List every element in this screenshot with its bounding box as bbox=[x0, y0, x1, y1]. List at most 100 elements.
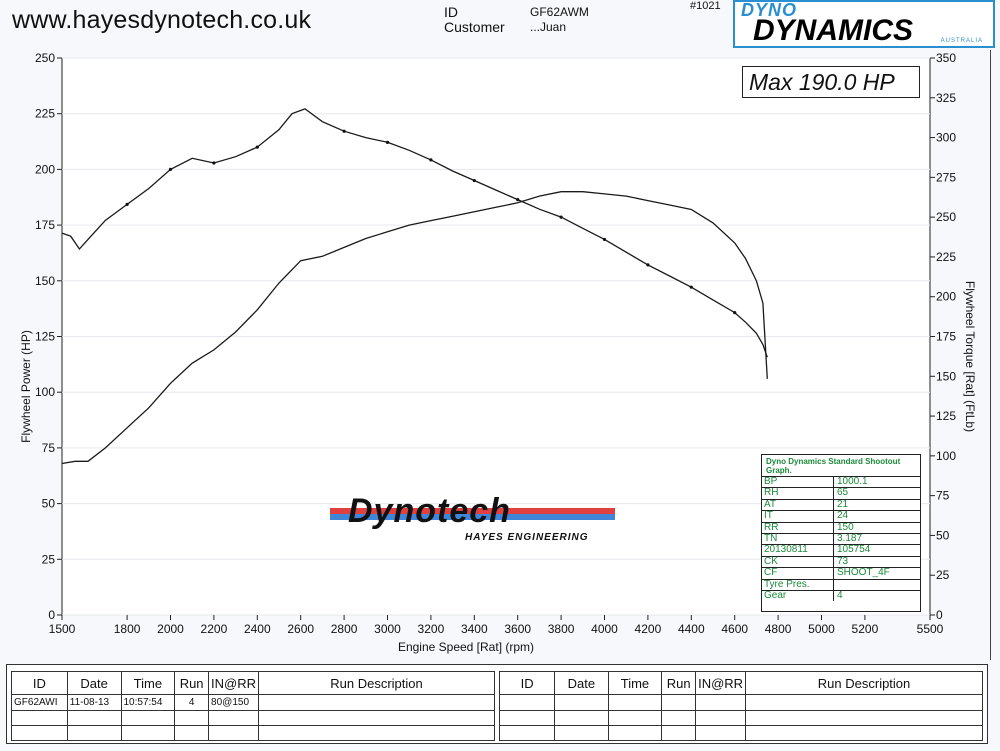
run-table-cell bbox=[695, 724, 747, 742]
spec-row: IT 24 bbox=[762, 510, 920, 522]
x-tick-label: 3000 bbox=[374, 622, 401, 636]
run-info-band: ID Date Time Run IN@RR Run Description GF62AWI… bbox=[6, 664, 988, 744]
run-number: #1021 bbox=[690, 0, 721, 12]
spec-grid: BP 1000.1 RH 65 AT 21 IT 24 RR 150 TN 3.187 20130811… bbox=[762, 476, 920, 602]
run-table-cell bbox=[11, 724, 68, 742]
y2-tick-label: 175 bbox=[936, 330, 956, 344]
y-tick-label: 175 bbox=[35, 218, 55, 232]
y2-tick-label: 350 bbox=[936, 51, 956, 65]
spec-key: 20130811 bbox=[762, 545, 834, 556]
run-table-cell: 4 bbox=[174, 694, 210, 711]
run-table-cell bbox=[695, 694, 747, 711]
run-table-cell bbox=[661, 694, 697, 711]
run-table-cell bbox=[66, 724, 122, 742]
run-table-column-header: Date bbox=[554, 670, 609, 696]
y-tick-label: 0 bbox=[48, 608, 55, 622]
y2-tick-label: 225 bbox=[936, 250, 956, 264]
run-table-cell bbox=[607, 694, 663, 711]
spec-value: 3.187 bbox=[837, 533, 863, 544]
run-table-header: ID Date Time Run IN@RR Run Description bbox=[498, 670, 983, 696]
y2-axis-label: Flywheel Torque [Rat] (FtLb) bbox=[963, 281, 977, 432]
run-table-column-header: Time bbox=[120, 670, 176, 696]
y-tick-label: 150 bbox=[35, 274, 55, 288]
x-tick-label: 5200 bbox=[852, 622, 879, 636]
watermark-stripe-blue bbox=[330, 514, 615, 520]
shootout-spec-table: Dyno Dynamics Standard Shootout Graph. B… bbox=[761, 454, 921, 612]
torque-data-point bbox=[342, 129, 346, 133]
y2-tick-label: 300 bbox=[936, 131, 956, 145]
y2-tick-label: 275 bbox=[936, 170, 956, 184]
spec-value: 150 bbox=[837, 522, 854, 533]
spec-row: TN 3.187 bbox=[762, 532, 920, 545]
torque-data-point bbox=[472, 178, 476, 183]
x-tick-label: 5000 bbox=[808, 622, 835, 636]
y-tick-label: 75 bbox=[42, 441, 56, 455]
y-tick-label: 225 bbox=[35, 107, 55, 121]
dynotech-watermark: Dynotech HAYES ENGINEERING bbox=[330, 492, 615, 554]
watermark-stripe-red bbox=[330, 508, 615, 514]
spec-key: Tyre Pres. bbox=[762, 579, 834, 590]
run-table-cell bbox=[554, 724, 609, 742]
brand-main: DYNAMICS bbox=[753, 14, 914, 47]
run-table-cell bbox=[66, 709, 122, 726]
run-table-cell: 80@150 bbox=[208, 694, 260, 711]
x-axis-label: Engine Speed [Rat] (rpm) bbox=[398, 640, 534, 654]
run-table-row bbox=[498, 709, 983, 726]
y-axis-label: Flywheel Power (HP) bbox=[19, 330, 33, 443]
run-table-cell: GF62AWI bbox=[11, 694, 68, 711]
x-tick-label: 3600 bbox=[504, 622, 531, 636]
run-table-cell bbox=[554, 694, 609, 711]
x-tick-label: 4800 bbox=[765, 622, 792, 636]
spec-key: RR bbox=[762, 522, 834, 533]
y2-tick-label: 250 bbox=[936, 210, 956, 224]
run-table-column-header: IN@RR bbox=[695, 670, 747, 696]
run-table-cell: 11-08-13 bbox=[66, 694, 122, 711]
x-tick-label: 4200 bbox=[635, 622, 662, 636]
spec-value: SHOOT_4F bbox=[837, 568, 890, 579]
run-table-row bbox=[11, 709, 495, 726]
spec-value: 1000.1 bbox=[837, 477, 868, 487]
chart-header: www.hayesdynotech.co.uk ID GF62AWM Custo… bbox=[0, 0, 1000, 48]
spec-value: 21 bbox=[837, 499, 849, 510]
run-table-cell bbox=[498, 694, 556, 711]
torque-data-point bbox=[646, 263, 650, 267]
spec-value: 73 bbox=[837, 556, 849, 567]
x-tick-label: 4000 bbox=[591, 622, 618, 636]
y2-tick-label: 75 bbox=[936, 489, 950, 503]
spec-row: CF SHOOT_4F bbox=[762, 567, 920, 579]
spec-row: CK 73 bbox=[762, 555, 920, 568]
y-tick-label: 100 bbox=[35, 385, 55, 399]
x-tick-label: 3800 bbox=[548, 622, 575, 636]
run-table-cell bbox=[745, 694, 983, 711]
torque-data-point bbox=[168, 167, 173, 171]
run-table-column-header: Time bbox=[607, 670, 663, 696]
brand-top: DYNO bbox=[741, 0, 798, 20]
run-table-cell: 10:57:54 bbox=[120, 694, 176, 711]
x-tick-label: 2200 bbox=[201, 622, 228, 636]
run-table-cell bbox=[607, 724, 663, 742]
spec-value: 24 bbox=[837, 511, 849, 522]
spec-key: AT bbox=[762, 499, 834, 511]
run-table-column-header: Run bbox=[174, 670, 210, 696]
spec-key: CK bbox=[762, 556, 834, 568]
spec-value: 4 bbox=[837, 590, 843, 601]
torque-data-point bbox=[125, 202, 129, 207]
run-table-column-header: Run Description bbox=[745, 670, 983, 696]
spec-key: TN bbox=[762, 533, 834, 545]
x-tick-label: 2600 bbox=[287, 622, 314, 636]
y2-tick-label: 200 bbox=[936, 290, 956, 304]
watermark-subtext: HAYES ENGINEERING bbox=[465, 532, 589, 543]
x-tick-label: 3400 bbox=[461, 622, 488, 636]
spec-key: IT bbox=[762, 511, 834, 522]
torque-data-point bbox=[516, 198, 520, 202]
customer-label: Customer bbox=[444, 19, 505, 35]
run-table-cell bbox=[120, 724, 176, 742]
run-table-cell bbox=[174, 709, 210, 726]
torque-data-point bbox=[559, 215, 563, 219]
run-table-cell bbox=[498, 709, 556, 726]
run-table-cell bbox=[554, 709, 609, 726]
run-table-row bbox=[11, 724, 495, 742]
max-power-label: Max 190.0 HP bbox=[749, 69, 895, 95]
right-border-line bbox=[990, 50, 991, 660]
run-table-cell bbox=[661, 709, 697, 726]
